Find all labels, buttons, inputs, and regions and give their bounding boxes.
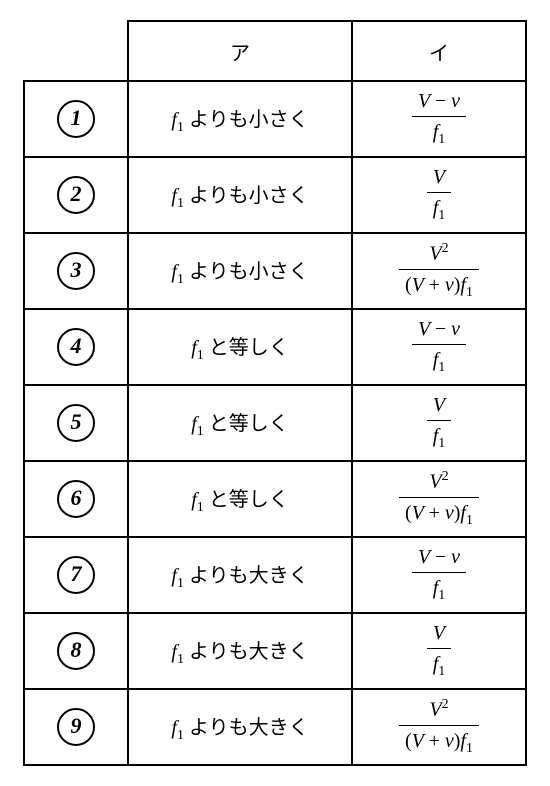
circled-number: 2 bbox=[57, 176, 95, 214]
option-number: 7 bbox=[24, 537, 128, 613]
option-number: 3 bbox=[24, 233, 128, 309]
options-table: ア イ 1f1 よりも小さくV − vf12f1 よりも小さくVf13f1 より… bbox=[23, 20, 527, 766]
cell-i: V − vf1 bbox=[352, 81, 526, 157]
fraction: V2(V + v)f1 bbox=[399, 240, 479, 302]
table-row: 5 f1 と等しく Vf1 bbox=[24, 385, 526, 461]
table-row: 2 f1 よりも小さく Vf1 bbox=[24, 157, 526, 233]
a-text: と等しく bbox=[204, 489, 289, 511]
cell-i: V2(V + v)f1 bbox=[352, 689, 526, 765]
table-row: 6 f1 と等しく V2(V + v)f1 bbox=[24, 461, 526, 537]
cell-a: f1 よりも小さく bbox=[128, 233, 352, 309]
cell-i: V2(V + v)f1 bbox=[352, 233, 526, 309]
table-row: 1f1 よりも小さくV − vf1 bbox=[24, 81, 526, 157]
circled-number: 9 bbox=[57, 708, 95, 746]
circled-number: 7 bbox=[57, 556, 95, 594]
a-text: よりも大きく bbox=[184, 717, 309, 739]
a-text: よりも大きく bbox=[184, 565, 309, 587]
var-f: f1 bbox=[171, 565, 184, 587]
cell-a: f1 よりも小さく bbox=[128, 81, 352, 157]
var-f: f1 bbox=[171, 185, 184, 207]
a-text: よりも小さく bbox=[184, 109, 309, 131]
a-text: と等しく bbox=[204, 337, 289, 359]
fraction: V2(V + v)f1 bbox=[399, 696, 479, 758]
fraction: V − vf1 bbox=[412, 88, 466, 149]
fraction-numerator: V − v bbox=[412, 316, 466, 345]
var-f: f1 bbox=[191, 337, 204, 359]
fraction: Vf1 bbox=[427, 164, 452, 225]
circled-number: 1 bbox=[57, 100, 95, 138]
option-number: 1 bbox=[24, 81, 128, 157]
fraction-numerator: V bbox=[427, 164, 452, 193]
circled-number: 4 bbox=[57, 328, 95, 366]
table-row: 7f1 よりも大きくV − vf1 bbox=[24, 537, 526, 613]
circled-number: 3 bbox=[57, 252, 95, 290]
fraction-denominator: (V + v)f1 bbox=[399, 498, 479, 530]
fraction-numerator: V − v bbox=[412, 88, 466, 117]
option-number: 2 bbox=[24, 157, 128, 233]
circled-number: 8 bbox=[57, 632, 95, 670]
fraction-numerator: V2 bbox=[399, 240, 479, 270]
a-text: よりも小さく bbox=[184, 261, 309, 283]
fraction-numerator: V2 bbox=[399, 696, 479, 726]
fraction-numerator: V − v bbox=[412, 544, 466, 573]
option-number: 9 bbox=[24, 689, 128, 765]
option-number: 6 bbox=[24, 461, 128, 537]
cell-a: f1 と等しく bbox=[128, 385, 352, 461]
fraction-numerator: V bbox=[427, 392, 452, 421]
a-text: と等しく bbox=[204, 413, 289, 435]
var-f: f1 bbox=[171, 641, 184, 663]
fraction: V − vf1 bbox=[412, 316, 466, 377]
circled-number: 5 bbox=[57, 404, 95, 442]
cell-a: f1 よりも小さく bbox=[128, 157, 352, 233]
var-f: f1 bbox=[171, 261, 184, 283]
cell-a: f1 よりも大きく bbox=[128, 537, 352, 613]
header-a: ア bbox=[128, 21, 352, 81]
cell-i: Vf1 bbox=[352, 385, 526, 461]
cell-i: Vf1 bbox=[352, 613, 526, 689]
option-number: 4 bbox=[24, 309, 128, 385]
var-f: f1 bbox=[191, 489, 204, 511]
option-number: 5 bbox=[24, 385, 128, 461]
fraction-numerator: V bbox=[427, 620, 452, 649]
fraction-denominator: f1 bbox=[427, 649, 452, 681]
var-f: f1 bbox=[171, 717, 184, 739]
fraction-denominator: f1 bbox=[412, 117, 466, 149]
header-row: ア イ bbox=[24, 21, 526, 81]
fraction-numerator: V2 bbox=[399, 468, 479, 498]
cell-a: f1 よりも大きく bbox=[128, 613, 352, 689]
table-row: 4f1 と等しくV − vf1 bbox=[24, 309, 526, 385]
fraction-denominator: (V + v)f1 bbox=[399, 270, 479, 302]
fraction: V2(V + v)f1 bbox=[399, 468, 479, 530]
circled-number: 6 bbox=[57, 480, 95, 518]
fraction: Vf1 bbox=[427, 392, 452, 453]
fraction-denominator: f1 bbox=[427, 421, 452, 453]
header-i: イ bbox=[352, 21, 526, 81]
cell-a: f1 よりも大きく bbox=[128, 689, 352, 765]
cell-a: f1 と等しく bbox=[128, 461, 352, 537]
cell-i: V − vf1 bbox=[352, 309, 526, 385]
header-blank bbox=[24, 21, 128, 81]
cell-i: V2(V + v)f1 bbox=[352, 461, 526, 537]
fraction-denominator: f1 bbox=[412, 573, 466, 605]
cell-i: Vf1 bbox=[352, 157, 526, 233]
var-f: f1 bbox=[191, 413, 204, 435]
fraction-denominator: f1 bbox=[412, 345, 466, 377]
fraction: Vf1 bbox=[427, 620, 452, 681]
var-f: f1 bbox=[171, 109, 184, 131]
a-text: よりも小さく bbox=[184, 185, 309, 207]
a-text: よりも大きく bbox=[184, 641, 309, 663]
table-row: 9 f1 よりも大きく V2(V + v)f1 bbox=[24, 689, 526, 765]
option-number: 8 bbox=[24, 613, 128, 689]
cell-a: f1 と等しく bbox=[128, 309, 352, 385]
fraction-denominator: f1 bbox=[427, 193, 452, 225]
cell-i: V − vf1 bbox=[352, 537, 526, 613]
fraction: V − vf1 bbox=[412, 544, 466, 605]
table-row: 3 f1 よりも小さく V2(V + v)f1 bbox=[24, 233, 526, 309]
table-row: 8 f1 よりも大きく Vf1 bbox=[24, 613, 526, 689]
